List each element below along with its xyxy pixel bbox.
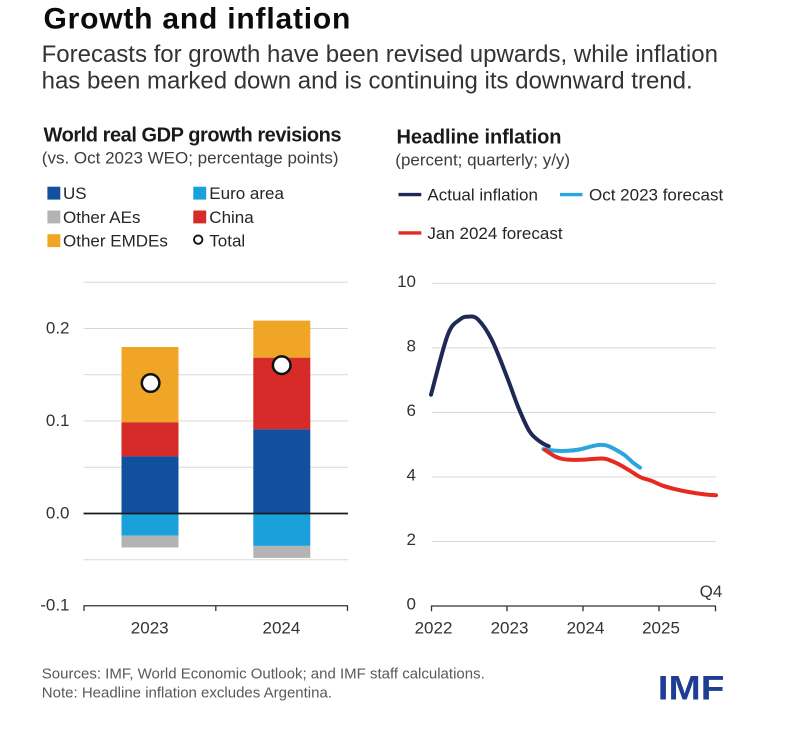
svg-text:Q4: Q4 <box>700 582 723 601</box>
svg-text:IMF: IMF <box>658 669 725 707</box>
svg-text:(vs. Oct 2023 WEO; percentage: (vs. Oct 2023 WEO; percentage points) <box>42 149 339 168</box>
svg-text:-0.1: -0.1 <box>40 596 69 615</box>
svg-text:US: US <box>63 184 87 203</box>
svg-text:Other AEs: Other AEs <box>63 208 140 227</box>
svg-text:Jan 2024 forecast: Jan 2024 forecast <box>427 224 562 243</box>
svg-text:China: China <box>209 208 254 227</box>
svg-text:World real GDP growth revision: World real GDP growth revisions <box>44 125 342 147</box>
svg-text:Sources: IMF, World Economic O: Sources: IMF, World Economic Outlook; an… <box>42 665 485 682</box>
svg-text:2: 2 <box>407 530 416 549</box>
svg-text:6: 6 <box>407 401 416 420</box>
svg-text:0.2: 0.2 <box>46 318 70 337</box>
svg-text:0.1: 0.1 <box>46 411 70 430</box>
svg-text:Total: Total <box>209 232 245 251</box>
svg-text:10: 10 <box>397 272 416 291</box>
svg-text:Actual inflation: Actual inflation <box>427 186 538 205</box>
svg-text:Euro area: Euro area <box>209 184 284 203</box>
svg-text:2024: 2024 <box>567 618 605 637</box>
svg-text:Headline inflation: Headline inflation <box>397 126 562 148</box>
svg-text:Other EMDEs: Other EMDEs <box>63 232 168 251</box>
svg-text:Note: Headline inflation exclu: Note: Headline inflation excludes Argent… <box>42 684 332 701</box>
svg-text:8: 8 <box>407 337 416 356</box>
svg-text:Oct 2023 forecast: Oct 2023 forecast <box>589 186 723 205</box>
svg-text:(percent; quarterly; y/y): (percent; quarterly; y/y) <box>395 150 570 169</box>
svg-text:0.0: 0.0 <box>46 503 70 522</box>
svg-text:4: 4 <box>407 466 416 485</box>
svg-text:2024: 2024 <box>262 618 300 637</box>
svg-text:has been marked down and is co: has been marked down and is continuing i… <box>42 68 693 95</box>
svg-text:0: 0 <box>407 595 416 614</box>
svg-text:2023: 2023 <box>491 618 529 637</box>
svg-text:2022: 2022 <box>415 618 453 637</box>
svg-text:Growth and inflation: Growth and inflation <box>44 3 352 36</box>
svg-text:Forecasts for growth have been: Forecasts for growth have been revised u… <box>42 41 718 68</box>
svg-text:2025: 2025 <box>642 618 680 637</box>
svg-text:2023: 2023 <box>131 618 169 637</box>
